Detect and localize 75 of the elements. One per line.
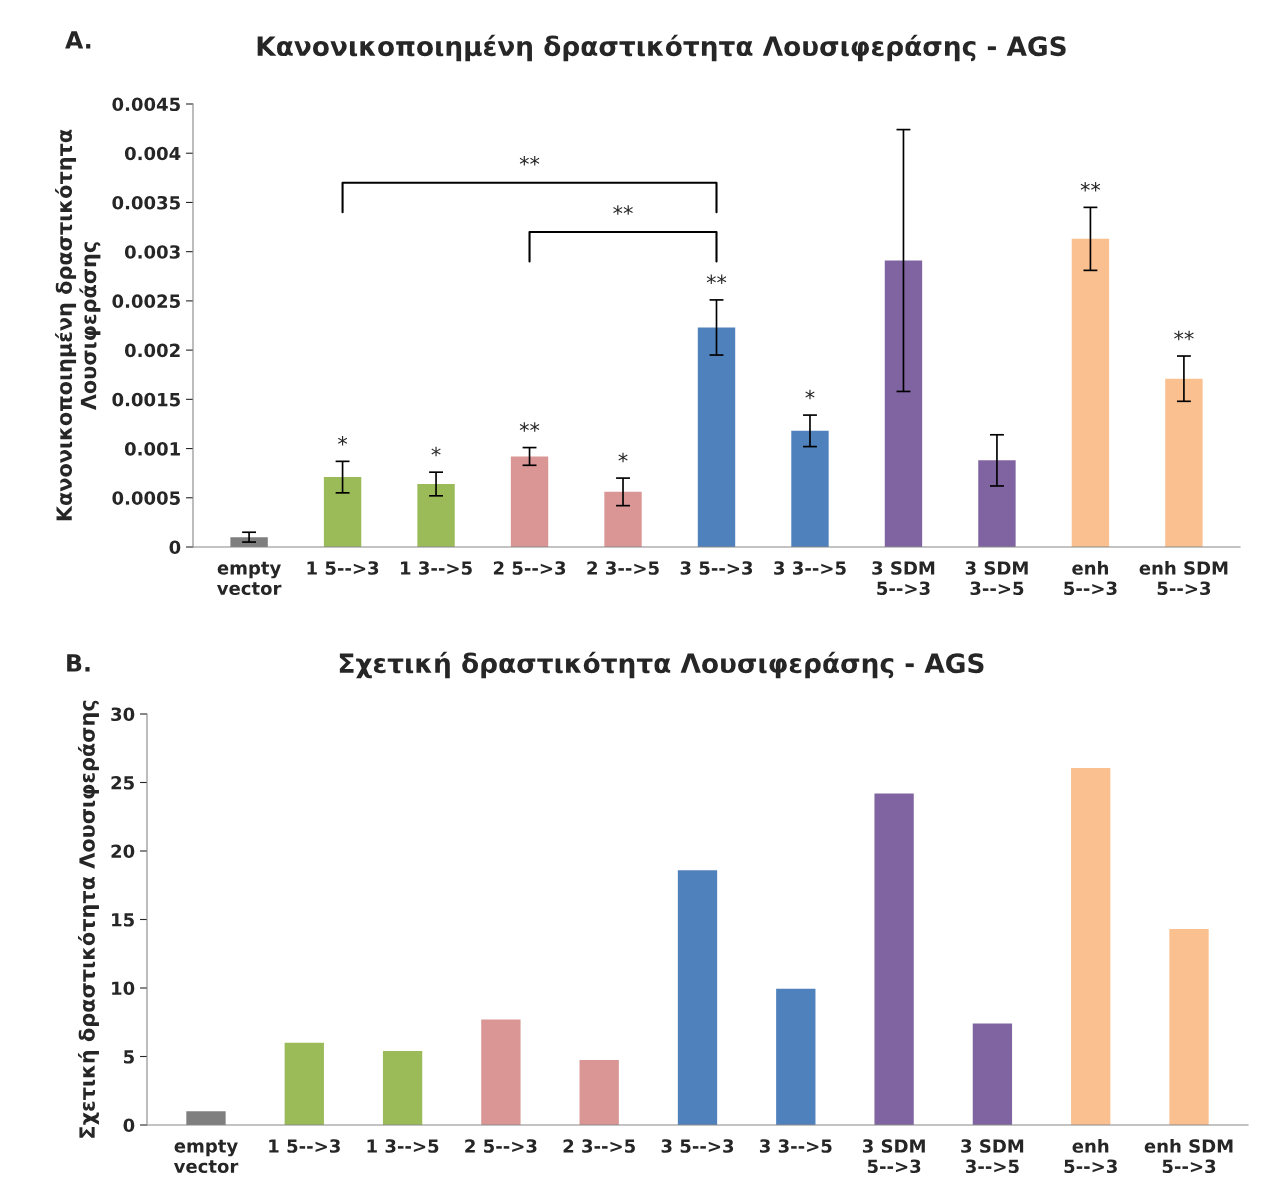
x-tick-label: enh 5-->3: [1064, 560, 1117, 596]
x-tick-label: 3 5-->3: [661, 1139, 734, 1153]
x-tick-label: 3 3-->5: [759, 1139, 832, 1153]
y-tick-label: 0: [169, 540, 181, 555]
y-tick-label: 0.002: [124, 343, 180, 358]
x-tick-label: 1 5-->3: [269, 1139, 340, 1153]
bar: [874, 793, 914, 1125]
y-tick-label: 25: [111, 775, 134, 790]
x-tick-label: 3 5-->3: [680, 561, 753, 575]
y-tick-label: 0.003: [124, 245, 180, 259]
annotation: *: [337, 436, 348, 446]
bar: [776, 988, 816, 1125]
bar: [481, 1019, 521, 1125]
bar: [323, 477, 362, 547]
annotation: **: [519, 422, 540, 432]
x-tick-label: 1 3-->5: [401, 561, 472, 575]
bar: [579, 1059, 619, 1125]
x-tick-label: 3 3-->5: [774, 561, 846, 575]
x-tick-label: empty vector: [173, 1139, 239, 1174]
annotation: **: [519, 156, 540, 166]
annotation: **: [1174, 330, 1194, 341]
x-tick-label: enh SDM 5-->3: [1144, 1138, 1233, 1174]
x-tick-label: 1 5-->3: [307, 561, 379, 575]
x-tick-label: 3 SDM 5-->3: [862, 1139, 925, 1174]
bar: [978, 460, 1016, 547]
y-tick-label: 0.0015: [112, 392, 180, 407]
y-tick-label: 10: [112, 981, 135, 996]
annotation: *: [618, 452, 628, 463]
annotation: **: [1080, 182, 1101, 192]
annotation: **: [706, 274, 727, 285]
bar: [1071, 768, 1111, 1125]
annotation: *: [431, 446, 441, 457]
y-tick-label: 0.0035: [112, 195, 180, 210]
y-axis-title: Σχετική δραστικότητα Λουσιφεράσης: [77, 700, 99, 1138]
bar: [1071, 238, 1110, 547]
chart-title: Σχετική δραστικότητα Λουσιφεράσης - AGS: [339, 651, 984, 679]
bar: [677, 870, 718, 1125]
y-tick-label: 0: [123, 1118, 135, 1133]
bar: [284, 1042, 324, 1125]
bar: [972, 1023, 1013, 1125]
text: B.: [67, 654, 90, 672]
annotation: *: [805, 389, 815, 400]
x-tick-label: 2 5-->3: [465, 1139, 537, 1153]
x-tick-label: 3 SDM 3-->5: [961, 1139, 1024, 1174]
y-tick-label: 0.004: [124, 146, 181, 161]
x-tick-label: 1 3-->5: [367, 1139, 439, 1153]
bar: [510, 456, 549, 547]
annotation: **: [613, 205, 633, 215]
bar: [1169, 929, 1209, 1125]
y-axis-title: Κανονικοποιημένη δραστικότητα Λουσιφεράσης: [55, 129, 101, 521]
bar: [791, 430, 829, 547]
y-tick-label: 30: [111, 707, 135, 722]
bar: [697, 327, 736, 547]
y-tick-label: 15: [112, 913, 134, 927]
y-tick-label: 5: [124, 1050, 134, 1064]
y-tick-label: 0.0025: [112, 294, 180, 309]
y-tick-label: 0.001: [124, 442, 180, 456]
y-tick-label: 20: [111, 844, 135, 859]
x-tick-label: enh SDM 5-->3: [1139, 560, 1228, 596]
text: A.: [65, 31, 91, 49]
x-tick-label: empty vector: [217, 561, 282, 596]
bar: [382, 1051, 423, 1125]
x-tick-label: 2 5-->3: [493, 561, 566, 575]
x-tick-label: enh 5-->3: [1064, 1138, 1117, 1174]
bar: [884, 260, 923, 547]
y-tick-label: 0.0005: [112, 491, 180, 505]
bar: [1165, 378, 1203, 547]
x-tick-label: 3 SDM 3-->5: [965, 561, 1028, 596]
x-tick-label: 3 SDM 5-->3: [872, 561, 935, 596]
x-tick-label: 2 3-->5: [587, 561, 659, 575]
bar: [604, 491, 642, 547]
bar: [417, 484, 455, 547]
y-tick-label: 0.0045: [112, 97, 180, 112]
chart-title: Κανονικοποιημένη δραστικότητα Λουσιφεράσης - AGS: [257, 34, 1066, 62]
x-tick-label: 2 3-->5: [563, 1139, 635, 1153]
